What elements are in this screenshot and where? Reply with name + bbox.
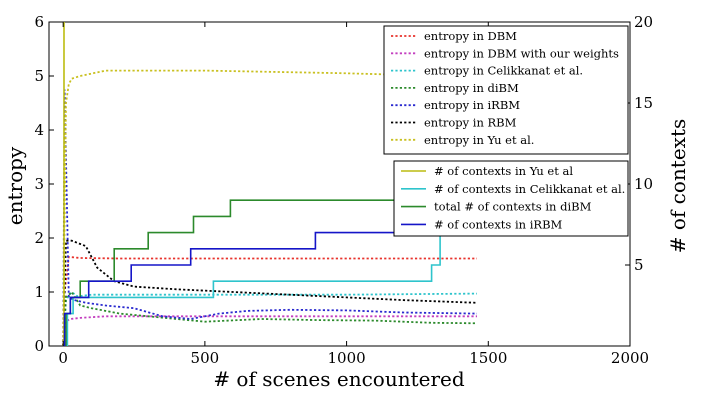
x-tick-label: 0 [58,349,68,367]
y-tick-label: 1 [34,283,44,301]
x-tick-label: 2000 [611,349,649,367]
legend-entry: entropy in DBM with our weights [424,46,619,60]
y-tick-label: 4 [34,121,44,139]
series-layer [62,22,478,346]
series-line-3 [62,290,478,346]
x-tick-label: 1500 [469,349,507,367]
series-line-5 [62,239,478,346]
y-axis-title: entropy [3,146,27,225]
series-line-0 [62,255,477,346]
legend-entry: # of contexts in iRBM [434,217,563,231]
y-tick-label: 0 [34,337,44,355]
legend-entry: entropy in iRBM [424,98,520,112]
y-tick-label: 2 [34,229,44,247]
y-right-tick-label: 5 [634,256,644,274]
series-line-7 [63,22,65,346]
y-axis-right-title: # of contexts [666,119,690,254]
series-line-8 [63,231,477,346]
y-right-tick-label: 10 [634,175,653,193]
y-right-tick-label: 15 [634,94,653,112]
x-tick-label: 500 [191,349,220,367]
series-line-2 [62,290,478,346]
x-tick-label: 1000 [327,349,365,367]
legend-entry: entropy in Yu et al. [424,133,534,147]
legend-entry: total # of contexts in diBM [434,200,592,214]
legend-layer: entropy in DBM entropy in DBM with our we… [383,25,629,237]
y-tick-label: 6 [34,13,44,31]
legend-entry: entropy in diBM [424,81,519,95]
y-tick-label: 3 [34,175,44,193]
legend-entry: entropy in Celikkanat et al. [424,64,583,78]
legend-entry: entropy in RBM [424,116,517,130]
legend-entry: # of contexts in Yu et al [434,164,573,178]
legend-box [393,160,629,237]
series-line-10 [63,231,477,346]
x-axis-title: # of scenes encountered [213,367,465,391]
y-right-tick-label: 20 [634,13,653,31]
legend-entry: entropy in DBM [424,29,517,43]
legend-box [383,25,629,155]
y-tick-label: 5 [34,67,44,85]
legend-entry: # of contexts in Celikkanat et al. [434,182,625,196]
